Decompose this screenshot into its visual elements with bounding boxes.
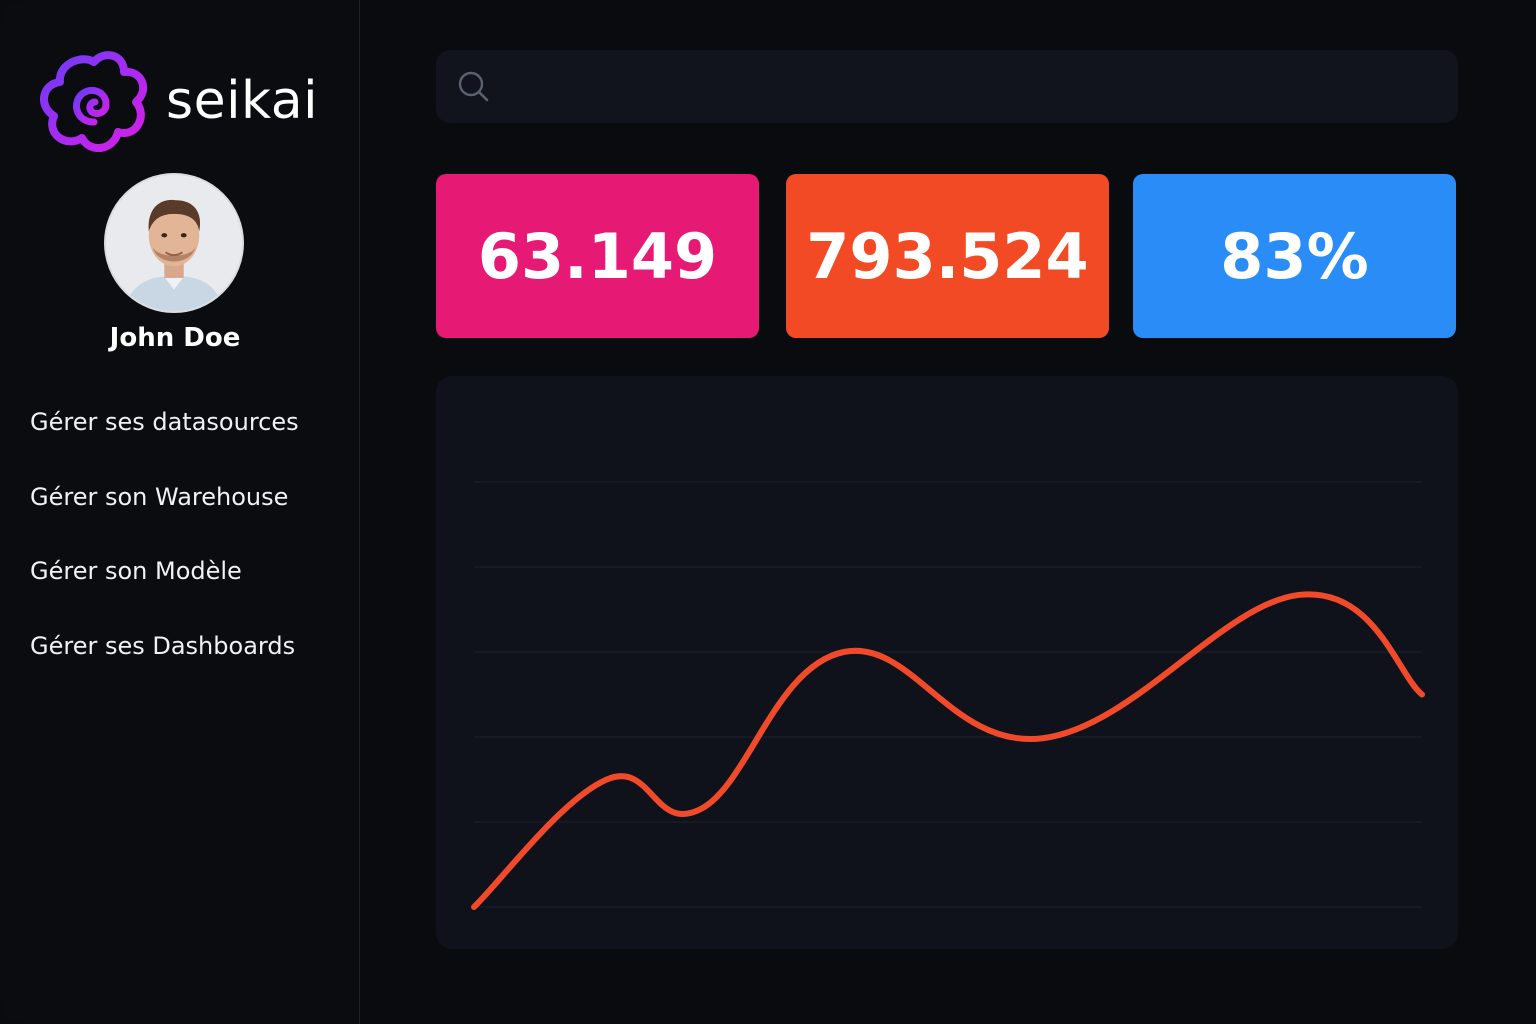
sidebar: seikai John Doe Gérer ses datasources Gé… xyxy=(0,0,360,1024)
stat-value-2: 793.524 xyxy=(806,219,1089,293)
sidebar-item-modele[interactable]: Gérer son Modèle xyxy=(30,557,242,585)
sidebar-item-dashboards[interactable]: Gérer ses Dashboards xyxy=(30,631,296,660)
user-name: John Doe xyxy=(109,323,241,353)
stat-card-3[interactable]: 83% xyxy=(1133,174,1456,338)
avatar[interactable] xyxy=(104,173,244,313)
seikai-logo-icon xyxy=(40,51,148,152)
user-photo-icon xyxy=(106,175,242,311)
search-icon xyxy=(458,71,489,101)
main-content: 63.149 793.524 83% xyxy=(361,0,1536,1024)
search-input[interactable] xyxy=(504,63,1438,110)
stat-value-1: 63.149 xyxy=(477,219,718,293)
stat-value-3: 83% xyxy=(1220,219,1369,293)
sidebar-nav: Gérer ses datasources Gérer son Warehous… xyxy=(30,402,299,700)
search-bar[interactable] xyxy=(436,50,1458,123)
brand-name: seikai xyxy=(166,71,319,131)
brand-logo[interactable]: seikai xyxy=(38,50,318,152)
sidebar-item-datasources[interactable]: Gérer ses datasources xyxy=(30,408,299,436)
stat-card-1[interactable]: 63.149 xyxy=(436,174,759,338)
sidebar-item-warehouse[interactable]: Gérer son Warehouse xyxy=(30,482,289,511)
line-chart-panel xyxy=(436,376,1458,949)
chart-grid xyxy=(474,481,1422,908)
stat-card-2[interactable]: 793.524 xyxy=(786,174,1109,338)
series-line xyxy=(471,591,1425,910)
line-chart xyxy=(471,481,1425,910)
